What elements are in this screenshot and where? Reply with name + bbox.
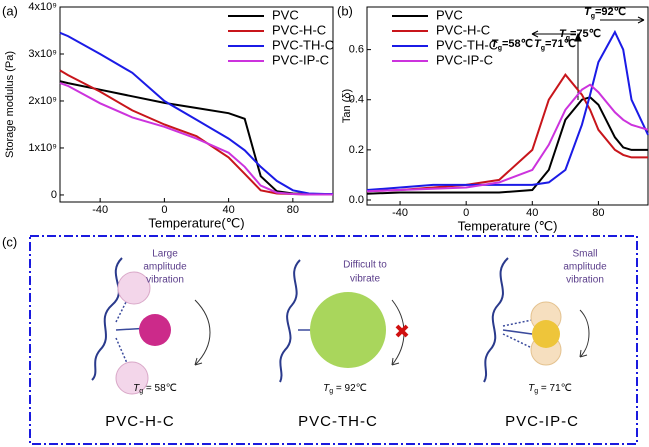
illustration xyxy=(91,257,211,395)
y-axis-label: Tan (δ) xyxy=(341,89,353,123)
tg-label: Tg = 58℃ xyxy=(133,383,177,395)
y-tick-label: 0 xyxy=(51,189,57,201)
x-tick-label: 0 xyxy=(161,204,167,216)
tg-label: Tg = 71℃ xyxy=(528,383,572,395)
note: Small xyxy=(572,249,597,260)
note: Difficult to xyxy=(343,260,387,271)
note: vibration xyxy=(146,275,184,286)
illustration xyxy=(279,259,409,383)
panel-label: (a) xyxy=(2,3,18,18)
y-tick-label: 0.0 xyxy=(349,194,364,206)
x-axis-label: Temperature(℃) xyxy=(148,215,244,230)
x-tick-label: 40 xyxy=(526,207,538,219)
y-tick-label: 0.4 xyxy=(349,94,364,106)
legend-label: PVC-H-C xyxy=(272,22,326,37)
annotation-text: =71℃ xyxy=(545,38,576,50)
sample-name: PVC-TH-C xyxy=(298,413,378,430)
y-tick-label: 1x10⁹ xyxy=(28,142,57,154)
legend-label: PVC-TH-C xyxy=(436,37,498,52)
series-line xyxy=(59,31,333,195)
legend-label: PVC-IP-C xyxy=(272,52,329,67)
tg-label: Tg = 92℃ xyxy=(323,383,367,395)
x-tick-label: 80 xyxy=(287,204,299,216)
x-tick-label: 80 xyxy=(592,207,604,219)
illustration xyxy=(483,257,590,383)
x-tick-label: 40 xyxy=(222,204,234,216)
note: Large xyxy=(152,249,178,260)
y-tick-label: 3x10⁹ xyxy=(28,48,57,60)
frame xyxy=(29,235,638,445)
y-tick-label: 2x10⁹ xyxy=(28,95,57,107)
y-tick-label: 4x10⁹ xyxy=(28,1,57,13)
annotation-symbol: T xyxy=(559,28,567,40)
x-axis-label: Temperature (℃) xyxy=(458,218,558,233)
panel-label: (b) xyxy=(337,3,353,18)
y-axis-label: Storage modulus (Pa) xyxy=(4,51,16,158)
legend-label: PVC xyxy=(272,7,299,22)
series-line xyxy=(366,96,648,195)
annotation-subscript: g xyxy=(541,45,545,52)
annotation-text: =75℃ xyxy=(570,28,601,40)
sample-name: PVC-IP-C xyxy=(505,413,579,430)
y-tick-label: 0.2 xyxy=(349,144,364,156)
plot-frame xyxy=(59,6,334,203)
annotation: Tg=92℃ xyxy=(584,6,626,20)
annotation-symbol: T xyxy=(534,38,542,50)
note: vibration xyxy=(566,275,604,286)
legend-label: PVC-TH-C xyxy=(272,37,334,52)
note: vibrate xyxy=(350,274,380,285)
x-tick-label: -40 xyxy=(392,207,408,219)
x-tick-label: 0 xyxy=(463,207,469,219)
note: amplitude xyxy=(563,262,607,273)
annotation-subscript: g xyxy=(591,13,595,20)
note: amplitude xyxy=(143,262,187,273)
annotation-symbol: T xyxy=(491,38,499,50)
y-tick-label: 0.6 xyxy=(349,44,364,56)
x-tick-label: -40 xyxy=(92,204,108,216)
series-line xyxy=(366,73,648,193)
annotation: Tg=71℃ xyxy=(534,38,576,52)
annotation-subscript: g xyxy=(566,35,570,42)
legend-label: PVC xyxy=(436,7,463,22)
series-line xyxy=(366,29,649,191)
sample-name: PVC-H-C xyxy=(105,413,175,430)
annotation: Tg=58℃ xyxy=(491,38,533,52)
plot-frame xyxy=(366,6,649,206)
annotation: Tg=75℃ xyxy=(559,28,601,42)
annotation-text: =92℃ xyxy=(595,6,626,18)
panel-label: (c) xyxy=(2,234,17,249)
series-line xyxy=(366,83,649,193)
annotation-symbol: T xyxy=(584,6,592,18)
series-line xyxy=(59,82,333,196)
legend-label: PVC-H-C xyxy=(436,22,490,37)
legend-label: PVC-IP-C xyxy=(436,52,493,67)
annotation-text: =58℃ xyxy=(502,38,533,50)
annotation-subscript: g xyxy=(498,45,502,52)
